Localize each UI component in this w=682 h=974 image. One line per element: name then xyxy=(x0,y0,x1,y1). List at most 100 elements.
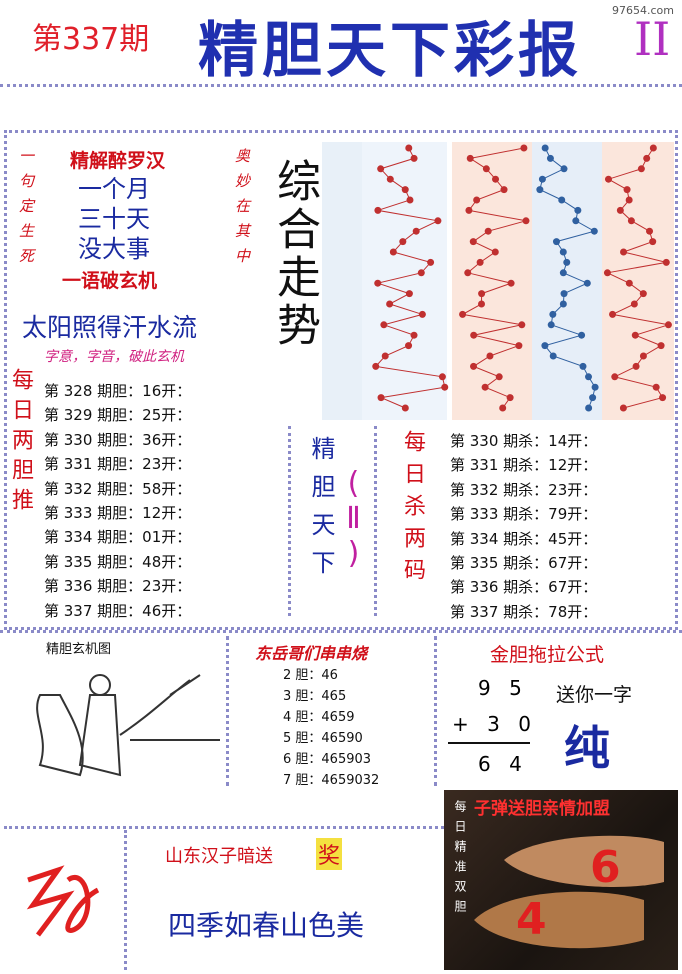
trend-decor xyxy=(478,290,486,298)
trend-decor xyxy=(427,258,435,266)
chain-row: 5 胆：46590 xyxy=(283,731,363,746)
trend-decor xyxy=(418,310,426,318)
trend-decor xyxy=(585,404,593,412)
trend-decor xyxy=(559,248,567,256)
title: 精胆天下彩报 xyxy=(198,16,582,86)
kill-row: 第 337 期杀：78开： xyxy=(450,602,598,621)
trend-decor xyxy=(583,279,591,287)
kill-label: 每日杀两码 xyxy=(400,430,425,590)
promo-big: 6 xyxy=(590,842,621,893)
trend-decor xyxy=(625,196,633,204)
kill-row: 第 330 期杀：14开： xyxy=(450,432,598,450)
trend-decor xyxy=(452,142,532,420)
riddle-line: 三十天 xyxy=(78,205,150,233)
trend-decor xyxy=(532,142,602,420)
riddle-title: 精解醉罗汉 xyxy=(70,150,166,172)
kill-row: 第 333 期杀：79开： xyxy=(450,505,598,524)
kill-row: 第 335 期杀：67开： xyxy=(450,554,598,572)
trend-decor xyxy=(646,227,654,235)
trend-decor xyxy=(486,352,494,360)
trend-decor xyxy=(478,300,486,308)
site: 97654.com xyxy=(612,4,674,17)
trend-title: 综合走势 xyxy=(269,158,320,350)
issue: 第337期 xyxy=(32,22,150,57)
chain-row: 4 胆：4659 xyxy=(283,710,355,725)
trend-decor xyxy=(547,321,555,329)
kill-row: 第 334 期杀：45开： xyxy=(450,529,598,548)
pair-row: 第 332 期胆：58开： xyxy=(44,479,192,498)
riddle-footer: 一语破玄机 xyxy=(62,270,158,292)
trend-decor xyxy=(438,373,446,381)
trend-decor xyxy=(500,186,508,194)
trend-decor xyxy=(495,373,503,381)
pair-row: 第 331 期胆：23开： xyxy=(44,455,192,474)
trend-decor xyxy=(466,154,474,162)
trend-decor xyxy=(518,321,526,329)
trend-decor xyxy=(631,331,639,339)
trend-decor xyxy=(374,206,382,214)
trend-decor xyxy=(539,147,596,409)
bullets xyxy=(474,835,664,949)
chain-row: 2 胆：46 xyxy=(283,668,338,683)
trend-decor xyxy=(552,238,560,246)
trend-decor xyxy=(386,300,394,308)
center-name: 精胆天下 xyxy=(307,436,335,588)
poem: 四季如春山色美 xyxy=(168,909,365,942)
trend-decor xyxy=(405,290,413,298)
formula-result: 6 4 xyxy=(478,752,528,776)
riddle-line: 没大事 xyxy=(78,235,150,263)
trend-decor xyxy=(549,352,557,360)
trend-decor xyxy=(491,248,499,256)
trend-decor xyxy=(476,258,484,266)
trend-decor xyxy=(417,269,425,277)
riddle-left: 一句定生死 xyxy=(17,148,35,273)
trend-decor xyxy=(649,144,657,152)
trend-decor xyxy=(603,269,611,277)
frame xyxy=(4,130,678,630)
trend-decor xyxy=(536,186,544,194)
trend-decor xyxy=(520,144,528,152)
formula-word: 纯 xyxy=(564,721,610,775)
chain-row: 6 胆：465903 xyxy=(283,752,372,767)
trend-decor xyxy=(643,154,651,162)
trend-decor xyxy=(649,238,657,246)
trend-decor xyxy=(560,290,568,298)
trend-decor xyxy=(591,383,599,391)
trend-decor xyxy=(590,227,598,235)
formula-gift: 送你一字 xyxy=(556,684,633,706)
trend-decor xyxy=(322,142,362,420)
trend-decor xyxy=(639,352,647,360)
trend-decor xyxy=(657,342,665,350)
pair-label: 每日两胆推 xyxy=(8,368,33,518)
trend-decor xyxy=(538,175,546,183)
divider xyxy=(124,830,127,970)
trend-decor xyxy=(662,258,670,266)
sender: 山东汉子暗送 xyxy=(165,846,273,867)
promo-big: 4 xyxy=(516,894,547,945)
trend-decor xyxy=(470,362,478,370)
divider xyxy=(4,826,444,829)
trend-decor xyxy=(625,279,633,287)
picture-title: 精胆玄机图 xyxy=(46,642,112,657)
trend-decor xyxy=(410,154,418,162)
trend-decor xyxy=(659,394,667,402)
trend-decor xyxy=(506,394,514,402)
trend-decor xyxy=(560,165,568,173)
trend-decor xyxy=(386,175,394,183)
edition: II xyxy=(634,12,671,66)
promo-panel: 子弹送胆亲情加盟 每日精准双胆 6 4 xyxy=(444,790,678,970)
trend-decor xyxy=(578,331,586,339)
trend-decor xyxy=(380,321,388,329)
divider xyxy=(0,84,682,87)
trend-decor xyxy=(558,196,566,204)
trend-decor xyxy=(464,269,472,277)
chain-row: 3 胆：465 xyxy=(283,689,347,704)
kill-row: 第 336 期杀：67开： xyxy=(450,578,598,597)
formula-line: + 3 0 xyxy=(452,712,537,736)
kill-row: 第 331 期杀：12开： xyxy=(450,456,598,475)
trend-decor xyxy=(473,196,481,204)
promo-side: 每日精准双胆 xyxy=(453,800,467,920)
trend-decor xyxy=(499,404,507,412)
illustration xyxy=(36,674,220,777)
